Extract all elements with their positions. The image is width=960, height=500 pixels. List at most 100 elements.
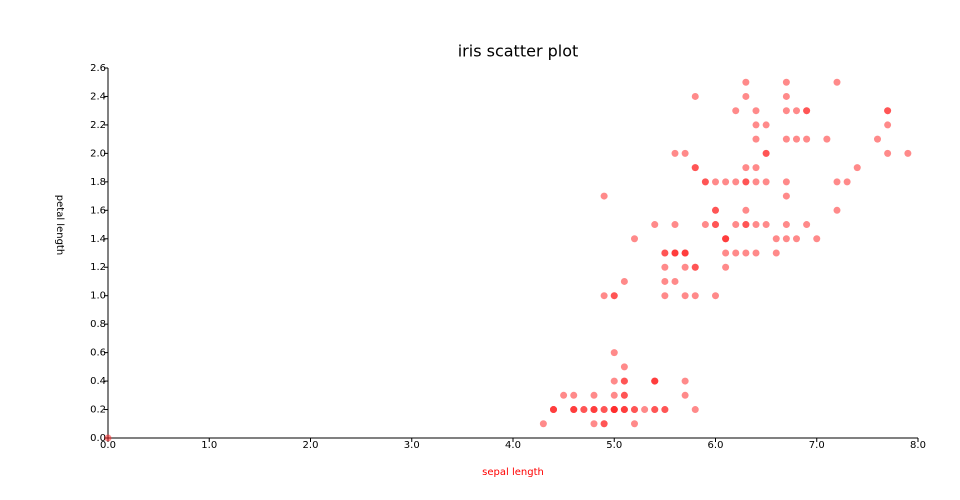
- point: [570, 391, 578, 399]
- point: [712, 292, 719, 300]
- point: [691, 92, 699, 100]
- point: [560, 391, 568, 399]
- point: [691, 406, 699, 414]
- x-tick-label: 6.0: [708, 440, 724, 451]
- x-axis-label: sepal length: [482, 467, 544, 478]
- point: [550, 406, 557, 414]
- point: [722, 235, 730, 243]
- point: [610, 391, 618, 399]
- point: [742, 221, 750, 229]
- point: [681, 391, 689, 399]
- point: [661, 249, 669, 257]
- point: [752, 121, 760, 129]
- y-tick-label: 2.0: [90, 148, 106, 159]
- point: [620, 363, 628, 371]
- point: [772, 249, 780, 257]
- x-tick-label: 4.0: [505, 440, 521, 451]
- point: [793, 235, 800, 243]
- point: [813, 235, 821, 243]
- point: [732, 178, 740, 186]
- y-tick-label: 1.8: [90, 177, 106, 188]
- point: [580, 406, 588, 414]
- point: [884, 149, 892, 157]
- point: [590, 420, 598, 428]
- point: [793, 107, 800, 115]
- point: [782, 107, 790, 115]
- point: [762, 221, 770, 229]
- point: [620, 391, 628, 399]
- point: [752, 135, 760, 143]
- point: [600, 420, 608, 428]
- point: [671, 221, 679, 229]
- point: [732, 221, 740, 229]
- point: [782, 221, 790, 229]
- point: [600, 292, 608, 300]
- x-tick-label: 3.0: [404, 440, 420, 451]
- point: [782, 192, 790, 200]
- y-tick-label: 0.4: [90, 376, 106, 387]
- point: [742, 92, 750, 100]
- point: [762, 149, 770, 157]
- point: [823, 135, 831, 143]
- point: [742, 164, 750, 172]
- point: [843, 178, 851, 186]
- point: [782, 178, 790, 186]
- point: [833, 78, 841, 86]
- point: [671, 249, 679, 257]
- y-tick-label: 1.4: [90, 234, 106, 245]
- y-tick-label: 2.4: [90, 91, 106, 102]
- point: [874, 135, 881, 143]
- point: [661, 263, 669, 271]
- point: [691, 263, 699, 271]
- point: [681, 249, 689, 257]
- point: [803, 107, 811, 115]
- point: [671, 149, 679, 157]
- point: [782, 92, 790, 100]
- point: [651, 221, 659, 229]
- point: [782, 135, 790, 143]
- point: [620, 406, 628, 414]
- point: [722, 249, 730, 257]
- point: [752, 178, 760, 186]
- y-tick-label: 0.8: [90, 319, 106, 330]
- y-tick-label: 1.0: [90, 291, 106, 302]
- point: [742, 249, 750, 257]
- point: [610, 377, 618, 385]
- chart-title: iris scatter plot: [458, 42, 579, 61]
- point: [772, 235, 780, 243]
- point: [712, 178, 719, 186]
- point: [762, 121, 770, 129]
- point: [590, 406, 598, 414]
- point: [752, 107, 760, 115]
- point: [701, 221, 709, 229]
- point: [691, 292, 699, 300]
- x-tick-label: 8.0: [910, 440, 926, 451]
- point: [570, 406, 578, 414]
- point: [803, 135, 811, 143]
- point: [793, 135, 800, 143]
- point: [631, 406, 638, 414]
- point: [681, 263, 689, 271]
- point: [904, 149, 912, 157]
- point: [782, 235, 790, 243]
- point: [782, 78, 790, 86]
- point: [691, 164, 699, 172]
- point: [610, 292, 618, 300]
- point: [104, 434, 112, 442]
- point: [722, 263, 730, 271]
- point: [722, 178, 730, 186]
- point: [651, 406, 659, 414]
- point: [732, 107, 740, 115]
- point: [742, 206, 750, 214]
- point: [661, 277, 669, 285]
- x-tick-label: 0.0: [100, 440, 116, 451]
- point: [681, 377, 689, 385]
- x-tick-label: 1.0: [201, 440, 217, 451]
- point: [651, 377, 659, 385]
- point: [884, 121, 892, 129]
- point: [631, 235, 638, 243]
- point: [701, 178, 709, 186]
- point: [712, 206, 719, 214]
- y-tick-label: 0.6: [90, 348, 106, 359]
